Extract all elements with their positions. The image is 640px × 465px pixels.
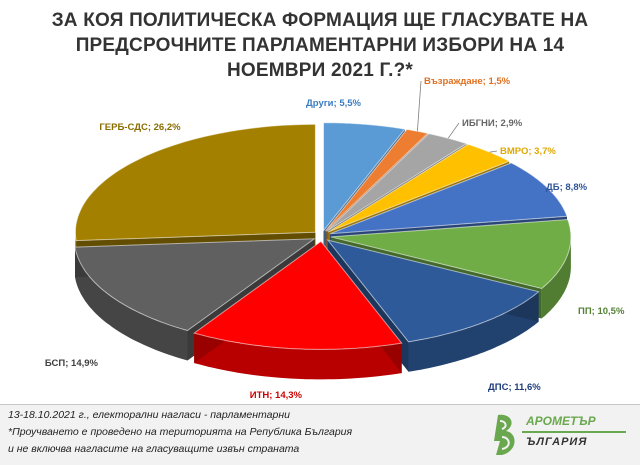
pie-slice-side-6 [408,291,539,372]
pie-slice-side-5 [541,236,571,319]
data-label-ДБ: ДБ; 8,8% [546,182,588,193]
data-label-ВМРО: ВМРО; 3,7% [500,146,556,157]
chart-title: ЗА КОЯ ПОЛИТИЧЕСКА ФОРМАЦИЯ ЩЕ ГЛАСУВАТЕ… [0,8,640,83]
data-label-Други: Други; 5,5% [306,98,362,109]
footer-note-abroad: и не включва нагласите на гласуващите из… [8,443,300,455]
pie-slice-ПП [330,218,572,290]
leader-line-ИБГНИ [447,122,460,139]
data-label-ИТН: ИТН; 14,3% [250,390,303,401]
logo-text-top: АРОМЕТЪР [526,414,596,428]
data-label-БСП: БСП; 14,9% [45,358,99,369]
pie-slice-ИТН [193,240,403,350]
pie-slice-ДБ [329,162,568,235]
footer-date-note: 13-18.10.2021 г., електорални нагласи - … [8,409,290,421]
pie-chart: Други; 5,5% Възраждане; 1,5% ИБГНИ; 2,9% ВМ… [45,76,625,401]
pie-slice-ГЕРБ-СДС [74,123,316,242]
data-label-ПП: ПП; 10,5% [578,306,625,317]
leader-line-Възраждане [417,80,422,132]
barometar-bulgaria-logo [494,414,626,455]
data-label-Възраждане: Възраждане; 1,5% [424,76,511,87]
title-line-2: ПРЕДСРОЧНИТЕ ПАРЛАМЕНТАРНИ ИЗБОРИ НА 14 [75,35,565,56]
data-label-ДПС: ДПС; 11,6% [488,382,541,393]
pie-slice-side-7 [194,333,402,380]
pie-slice-side-8 [75,247,188,361]
footer: 13-18.10.2021 г., електорални нагласи - … [0,404,640,465]
title-line-3: НОЕМВРИ 2021 Г.?* [227,60,413,81]
data-label-ИБГНИ: ИБГНИ; 2,9% [462,118,523,129]
pie-slice-БСП [74,238,316,332]
pie-slice-Други [323,122,406,233]
pie-tops [74,122,572,350]
pie-labels: Други; 5,5% Възраждане; 1,5% ИБГНИ; 2,9% ВМ… [45,76,625,401]
logo-text-bottom: ЪЛГАРИЯ [526,436,588,448]
pie-slice-ДПС [326,239,540,343]
data-label-ГЕРБ-СДС: ГЕРБ-СДС; 26,2% [99,122,181,133]
leader-line-ВМРО [489,150,498,153]
title-line-1: ЗА КОЯ ПОЛИТИЧЕСКА ФОРМАЦИЯ ЩЕ ГЛАСУВАТЕ… [51,10,589,31]
footer-note-territory: *Проучването е проведено на територията … [8,426,353,438]
